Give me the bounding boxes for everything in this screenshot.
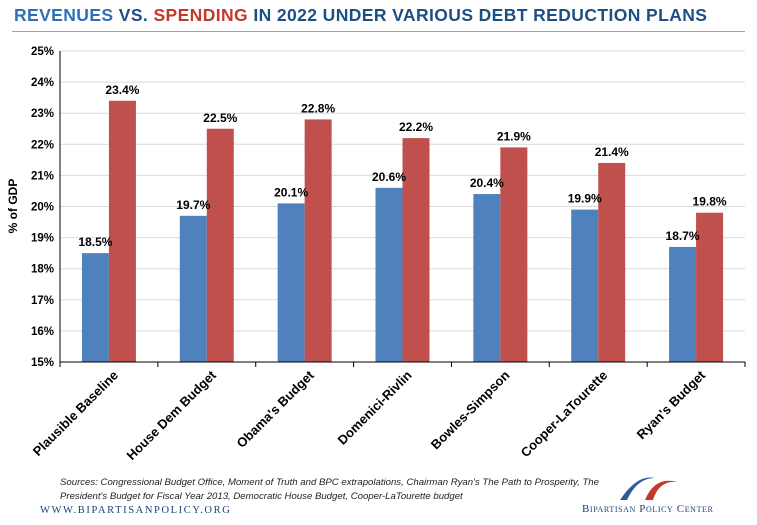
spending-bar	[402, 138, 430, 362]
spending-data-label: 21.4%	[595, 145, 629, 159]
spending-data-label: 22.5%	[203, 111, 237, 125]
y-tick-label: 16%	[31, 326, 54, 338]
spending-bar	[598, 162, 626, 362]
spending-bar	[206, 128, 234, 362]
bpc-logo-icon	[620, 477, 677, 500]
y-tick-label: 25%	[31, 46, 54, 58]
revenue-data-label: 19.7%	[176, 198, 210, 212]
revenue-data-label: 20.1%	[274, 185, 308, 199]
revenue-bar	[179, 215, 207, 362]
revenue-bar	[81, 253, 109, 362]
spending-data-label: 19.8%	[693, 195, 727, 209]
revenue-data-label: 18.7%	[666, 229, 700, 243]
x-category-label: Ryan's Budget	[634, 367, 709, 442]
y-tick-label: 17%	[31, 295, 54, 307]
spending-data-label: 23.4%	[105, 83, 139, 97]
revenue-bar	[277, 203, 305, 362]
y-tick-label: 23%	[31, 108, 54, 120]
spending-bar	[500, 147, 528, 362]
website-link[interactable]: WWW.BIPARTISANPOLICY.ORG	[40, 505, 232, 516]
revenue-bar	[669, 246, 697, 362]
spending-bar	[304, 119, 332, 362]
y-tick-label: 19%	[31, 233, 54, 245]
sources-note: Sources: Congressional Budget Office, Mo…	[60, 477, 599, 502]
revenue-bar	[375, 187, 403, 362]
spending-bar	[108, 100, 136, 362]
labels-layer: 18.5% 23.4% 19.7% 22.5% 20.1% 22.8% 20.6% 22.2%…	[78, 83, 726, 249]
spending-data-label: 22.2%	[399, 120, 433, 134]
x-category-label: Bowles-Simpson	[428, 367, 513, 452]
revenue-data-label: 19.9%	[568, 192, 602, 206]
y-tick-label: 15%	[31, 357, 54, 369]
spending-data-label: 21.9%	[497, 129, 531, 143]
x-category-label: Plausible Baseline	[30, 368, 121, 459]
x-category-label: Domenici-Rivlin	[335, 367, 415, 447]
organization-name: Bipartisan Policy Center	[582, 503, 714, 515]
bar-chart: 18.5% 23.4% 19.7% 22.5% 20.1% 22.8% 20.6% 22.2%…	[6, 46, 746, 463]
y-tick-label: 22%	[31, 139, 54, 151]
y-tick-label: 21%	[31, 170, 54, 182]
chart-title: REVENUES VS. SPENDING IN 2022 UNDER VARI…	[14, 5, 707, 26]
y-tick-label: 20%	[31, 202, 54, 214]
revenue-data-label: 20.4%	[470, 176, 504, 190]
spending-data-label: 22.8%	[301, 101, 335, 115]
title-rest: IN 2022 UNDER VARIOUS DEBT REDUCTION PLA…	[253, 5, 708, 25]
x-category-label: Obama's Budget	[233, 367, 317, 451]
title-divider	[12, 31, 745, 32]
revenue-data-label: 20.6%	[372, 170, 406, 184]
title-vs: VS.	[118, 5, 149, 25]
revenue-bar	[473, 194, 501, 362]
revenue-bar	[571, 209, 599, 362]
title-revenues: REVENUES	[14, 5, 114, 25]
title-spending: SPENDING	[153, 5, 249, 25]
revenue-data-label: 18.5%	[78, 235, 112, 249]
x-category-label: Cooper-LaTourette	[518, 368, 611, 461]
spending-bar	[696, 212, 724, 362]
bars-layer	[81, 100, 724, 362]
y-axis-label: % of GDP	[6, 179, 20, 234]
y-tick-label: 18%	[31, 264, 54, 276]
y-tick-label: 24%	[31, 77, 54, 89]
x-category-label: House Dem Budget	[124, 367, 220, 463]
